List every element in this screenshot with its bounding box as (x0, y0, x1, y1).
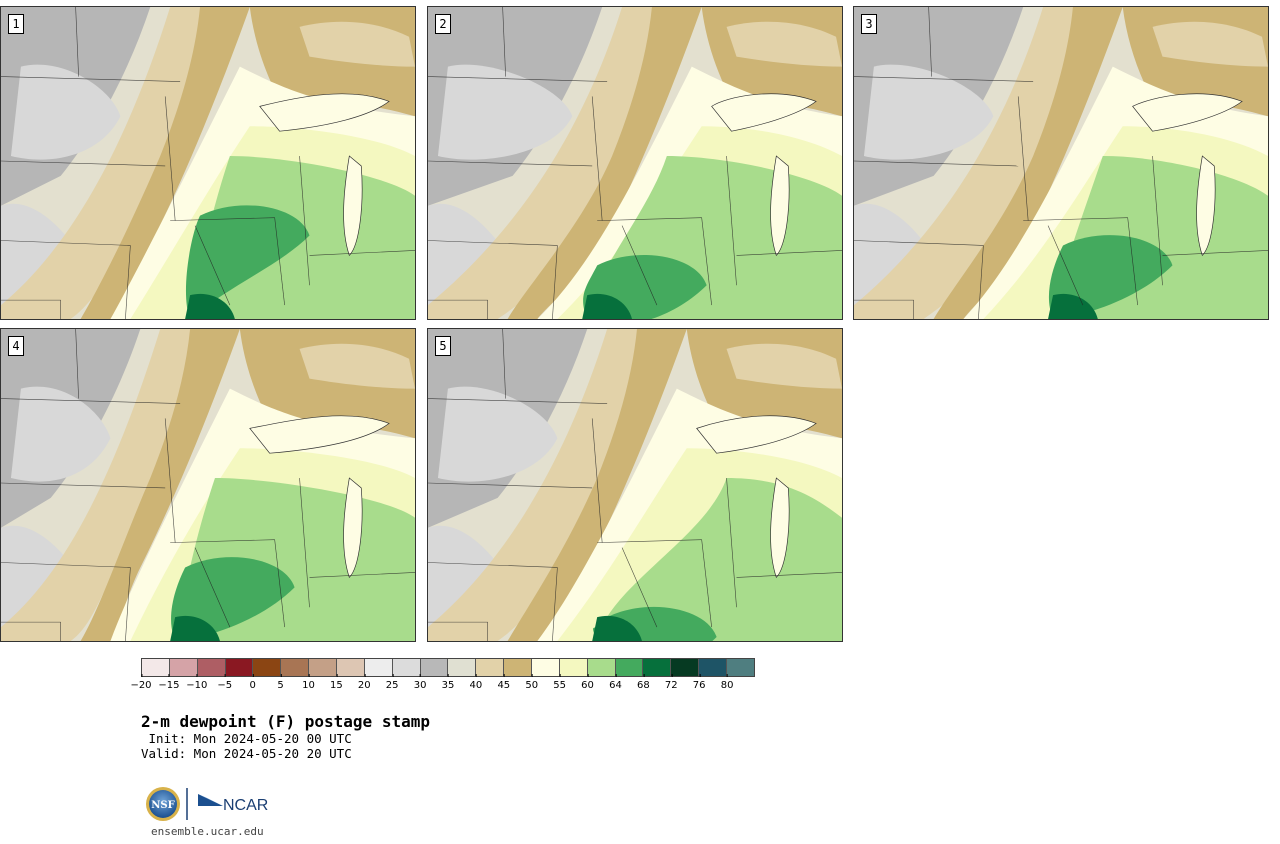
colorbar-tick-label: 20 (358, 674, 371, 691)
colorbar-cell (671, 659, 700, 676)
colorbar-cell (420, 659, 449, 676)
colorbar-tick-label: 80 (721, 674, 733, 691)
panel-label: 4 (8, 336, 24, 356)
map-panel-4: 4 (0, 328, 416, 642)
colorbar-tick-label: 45 (497, 674, 510, 691)
colorbar-cell (142, 659, 170, 676)
colorbar-cell (309, 659, 338, 676)
colorbar-tick-label: 0 (249, 674, 256, 691)
map-panel-1: 1 (0, 6, 416, 320)
map-panel-3: 3 (853, 6, 1269, 320)
colorbar-cell (392, 659, 421, 676)
colorbar-tick-label: 76 (693, 674, 706, 691)
nsf-logo-text: NSF (151, 800, 174, 811)
colorbar-tick-label: −5 (217, 674, 232, 691)
colorbar-cell (615, 659, 644, 676)
colorbar-cell (587, 659, 616, 676)
colorbar-tick-label: −15 (158, 674, 179, 691)
colorbar-tick-label: 55 (553, 674, 566, 691)
colorbar-cell (504, 659, 533, 676)
colorbar-tick-label: 60 (581, 674, 594, 691)
colorbar-tick-label: −10 (186, 674, 207, 691)
colorbar-cell (448, 659, 477, 676)
colorbar-tick-label: 15 (330, 674, 343, 691)
colorbar-tick-label: 50 (525, 674, 538, 691)
colorbar-tick-label: 30 (414, 674, 426, 691)
colorbar-tick-label: 5 (277, 674, 284, 691)
colorbar-cell (559, 659, 588, 676)
colorbar-cell (197, 659, 226, 676)
colorbar-tick-label: 72 (665, 674, 678, 691)
colorbar-tick-label: 68 (637, 674, 650, 691)
panel-label: 2 (435, 14, 451, 34)
colorbar-tick-label: 40 (470, 674, 482, 691)
colorbar-cell (643, 659, 672, 676)
colorbar-cell (727, 659, 754, 676)
colorbar-cell (699, 659, 728, 676)
colorbar-tick-label: 35 (442, 674, 454, 691)
panel-label: 3 (861, 14, 877, 34)
map-panel-2: 2 (427, 6, 843, 320)
figure-title: 2-m dewpoint (F) postage stamp (141, 712, 430, 731)
colorbar-cell (337, 659, 365, 676)
website-link[interactable]: ensemble.ucar.edu (151, 825, 264, 838)
colorbar-cell (169, 659, 198, 676)
colorbar-tick-label: 25 (386, 674, 399, 691)
colorbar-ticks: −20 −15 −10 −5 0 5 10 15 20 25 30 35 40 45 50 55 60 64 68 7… (130, 674, 755, 695)
init-time: Init: Mon 2024-05-20 00 UTC (141, 731, 352, 746)
colorbar-cell (476, 659, 505, 676)
panel-label: 5 (435, 336, 451, 356)
ncar-logo-text: NCAR (223, 797, 268, 814)
nsf-ncar-logo: NSF NCAR (145, 786, 275, 822)
colorbar-tick-label: −20 (130, 674, 152, 691)
valid-time: Valid: Mon 2024-05-20 20 UTC (141, 746, 352, 761)
colorbar-cell (364, 659, 393, 676)
panel-label: 1 (8, 14, 24, 34)
colorbar-cell (281, 659, 310, 676)
colorbar-cell (532, 659, 560, 676)
map-panel-5: 5 (427, 328, 843, 642)
colorbar-cell (225, 659, 254, 676)
colorbar-cell (253, 659, 282, 676)
colorbar-tick-label: 10 (302, 674, 315, 691)
colorbar (141, 658, 755, 677)
colorbar-tick-label: 64 (609, 674, 622, 691)
